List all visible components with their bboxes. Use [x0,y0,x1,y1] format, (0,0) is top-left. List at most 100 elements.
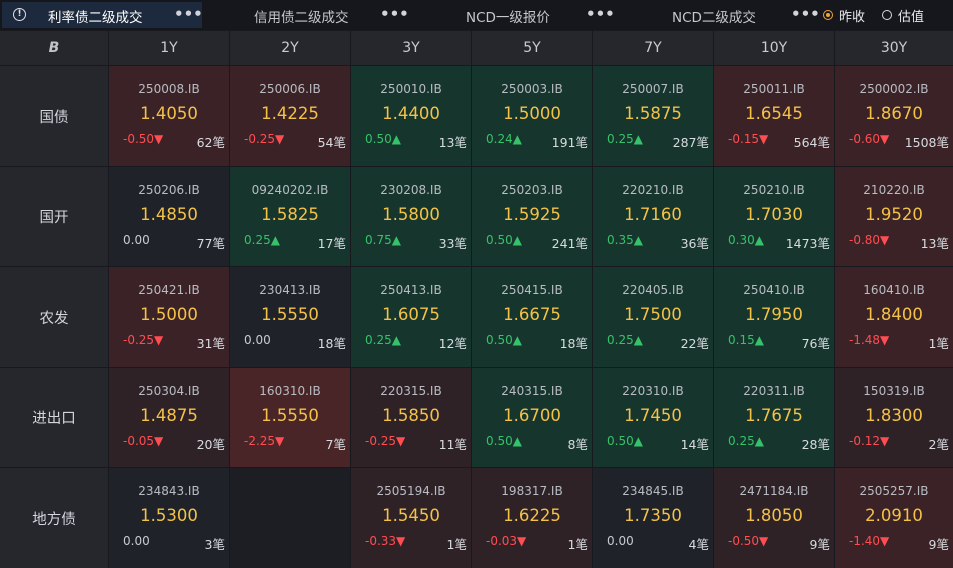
yield-change: -0.60▼ [849,132,890,146]
yield-change: -0.05▼ [123,434,164,448]
bond-code: 230413.IB [259,283,321,297]
bond-quote-cell[interactable]: 250007.IB 1.5875 0.25▲ 287笔 [593,66,713,166]
bond-quote-cell[interactable]: 230413.IB 1.5550 0.00 18笔 [230,267,350,367]
bond-quote-cell[interactable]: 250006.IB 1.4225 -0.25▼ 54笔 [230,66,350,166]
bond-quote-cell[interactable]: 234843.IB 1.5300 0.00 3笔 [109,468,229,568]
row-header-label: 国开 [39,210,69,226]
row-header[interactable]: 农发 [0,267,108,367]
yield-change: 0.30▲ [728,233,764,247]
bond-code: 09240202.IB [251,183,329,197]
yield-change: 0.25▲ [607,333,643,347]
bond-code: 2500002.IB [859,82,929,96]
bond-code: 160410.IB [863,283,925,297]
bond-quote-cell[interactable]: 2500002.IB 1.8670 -0.60▼ 1508笔 [835,66,953,166]
bond-quote-cell[interactable]: 250011.IB 1.6545 -0.15▼ 564笔 [714,66,834,166]
radio-selected-icon[interactable] [823,10,833,20]
bond-quote-cell[interactable]: 250008.IB 1.4050 -0.50▼ 62笔 [109,66,229,166]
bond-quote-cell[interactable]: 150319.IB 1.8300 -0.12▼ 2笔 [835,368,953,467]
bond-quote-cell[interactable]: 230208.IB 1.5800 0.75▲ 33笔 [351,167,471,266]
column-header-7y[interactable]: 7Y [593,31,713,65]
trade-count: 9笔 [928,537,949,552]
bond-quote-cell[interactable]: 220310.IB 1.7450 0.50▲ 14笔 [593,368,713,467]
bond-quote-cell[interactable]: 234845.IB 1.7350 0.00 4笔 [593,468,713,568]
radio-prev-close[interactable]: 昨收 [823,0,865,30]
bond-quote-cell[interactable]: 210220.IB 1.9520 -0.80▼ 13笔 [835,167,953,266]
row-header[interactable]: 国债 [0,66,108,166]
more-options-icon[interactable]: ••• [791,5,820,23]
trade-count: 1笔 [928,336,949,351]
column-header-3y[interactable]: 3Y [351,31,471,65]
tab-label: NCD一级报价 [466,10,550,26]
more-options-icon[interactable]: ••• [380,5,409,23]
yield-change: -2.25▼ [244,434,285,448]
bond-quote-cell[interactable]: 250304.IB 1.4875 -0.05▼ 20笔 [109,368,229,467]
column-header-5y[interactable]: 5Y [472,31,592,65]
bond-quote-cell[interactable]: 220311.IB 1.7675 0.25▲ 28笔 [714,368,834,467]
bond-quote-cell[interactable]: 160310.IB 1.5550 -2.25▼ 7笔 [230,368,350,467]
column-header-30y[interactable]: 30Y [835,31,953,65]
bond-yield: 1.5850 [382,406,440,425]
more-options-icon[interactable]: ••• [586,5,615,23]
bond-quote-cell[interactable]: 250421.IB 1.5000 -0.25▼ 31笔 [109,267,229,367]
trade-count: 20笔 [196,437,225,452]
bond-quote-cell[interactable]: 250203.IB 1.5925 0.50▲ 241笔 [472,167,592,266]
trade-count: 17笔 [317,236,346,251]
column-header-label: 1Y [160,40,178,56]
yield-change: -0.80▼ [849,233,890,247]
trade-count: 18笔 [317,336,346,351]
yield-change: 0.25▲ [244,233,280,247]
bond-quote-cell[interactable]: 240315.IB 1.6700 0.50▲ 8笔 [472,368,592,467]
bond-code: 210220.IB [863,183,925,197]
column-header-10y[interactable]: 10Y [714,31,834,65]
tab-label: 利率债二级成交 [48,10,143,26]
bond-quote-cell[interactable]: 220405.IB 1.7500 0.25▲ 22笔 [593,267,713,367]
trade-count: 28笔 [801,437,830,452]
row-header[interactable]: 国开 [0,167,108,266]
row-header[interactable]: 进出口 [0,368,108,467]
bond-quote-cell[interactable]: 250415.IB 1.6675 0.50▲ 18笔 [472,267,592,367]
bond-code: 2505194.IB [376,484,446,498]
yield-change: 0.24▲ [486,132,522,146]
yield-change: -0.33▼ [365,534,406,548]
trade-count: 2笔 [928,437,949,452]
bond-yield: 1.8670 [865,104,923,123]
bond-code: 250413.IB [380,283,442,297]
bond-code: 234845.IB [622,484,684,498]
radio-valuation[interactable]: 估值 [882,0,924,30]
tab-ncd-secondary[interactable]: NCD二级成交 ••• [615,2,820,28]
bond-yield: 1.9520 [865,205,923,224]
trade-count: 13笔 [438,135,467,150]
bond-quote-cell[interactable]: 09240202.IB 1.5825 0.25▲ 17笔 [230,167,350,266]
bond-yield: 1.5550 [261,406,319,425]
bond-code: 250007.IB [622,82,684,96]
bond-quote-cell[interactable]: 220315.IB 1.5850 -0.25▼ 11笔 [351,368,471,467]
bond-quote-cell[interactable]: 198317.IB 1.6225 -0.03▼ 1笔 [472,468,592,568]
bond-yield: 1.4050 [140,104,198,123]
tab-credit-bond-secondary[interactable]: 信用债二级成交 ••• [205,2,409,28]
trade-count: 241笔 [551,236,588,251]
more-options-icon[interactable]: ••• [174,5,203,23]
bond-quote-cell[interactable]: 2471184.IB 1.8050 -0.50▼ 9笔 [714,468,834,568]
tab-ncd-primary-quote[interactable]: NCD一级报价 ••• [410,2,615,28]
bond-quote-cell[interactable]: 250003.IB 1.5000 0.24▲ 191笔 [472,66,592,166]
column-header-1y[interactable]: 1Y [109,31,229,65]
bond-yield: 2.0910 [865,506,923,525]
bond-quote-cell[interactable]: 160410.IB 1.8400 -1.48▼ 1笔 [835,267,953,367]
bond-quote-cell[interactable]: 2505257.IB 2.0910 -1.40▼ 9笔 [835,468,953,568]
bond-quote-cell[interactable]: 250413.IB 1.6075 0.25▲ 12笔 [351,267,471,367]
column-header-2y[interactable]: 2Y [230,31,350,65]
bond-quote-cell[interactable]: 220210.IB 1.7160 0.35▲ 36笔 [593,167,713,266]
bond-quote-cell[interactable]: 250410.IB 1.7950 0.15▲ 76笔 [714,267,834,367]
row-header[interactable]: 地方债 [0,468,108,568]
trade-count: 7笔 [325,437,346,452]
bond-quote-cell[interactable]: 250210.IB 1.7030 0.30▲ 1473笔 [714,167,834,266]
bond-quote-cell[interactable]: 2505194.IB 1.5450 -0.33▼ 1笔 [351,468,471,568]
info-icon[interactable]: ! [13,8,26,21]
bond-code: 234843.IB [138,484,200,498]
bond-yield: 1.5800 [382,205,440,224]
bond-quote-cell[interactable]: 250010.IB 1.4400 0.50▲ 13笔 [351,66,471,166]
row-header-label: 国债 [39,109,69,126]
radio-unselected-icon[interactable] [882,10,892,20]
bond-quote-cell[interactable]: 250206.IB 1.4850 0.00 77笔 [109,167,229,266]
tab-rate-bond-secondary[interactable]: ! 利率债二级成交 ••• [2,2,203,28]
